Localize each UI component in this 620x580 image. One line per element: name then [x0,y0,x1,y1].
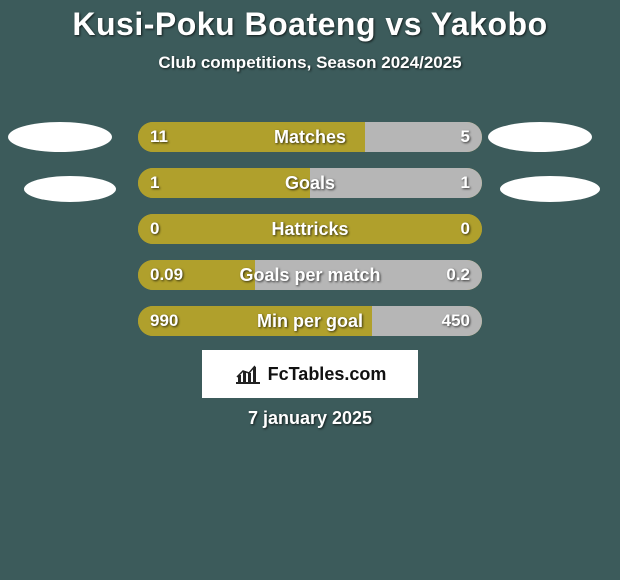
stat-rows: Matches115Goals11Hattricks00Goals per ma… [0,120,620,350]
stat-bar-left [138,306,372,336]
stat-bar-left [138,214,482,244]
stat-bar-left [138,168,310,198]
stat-bar-track [138,260,482,290]
decorative-ellipse [500,176,600,202]
page-subtitle: Club competitions, Season 2024/2025 [0,53,620,73]
date-text: 7 january 2025 [0,408,620,429]
stat-bar-track [138,168,482,198]
stat-row: Goals per match0.090.2 [0,258,620,304]
bar-chart-icon [234,363,262,385]
stat-bar-left [138,122,365,152]
stat-row: Hattricks00 [0,212,620,258]
stat-bar-right [255,260,482,290]
stat-bar-right [365,122,482,152]
brand-box: FcTables.com [202,350,418,398]
page-title: Kusi-Poku Boateng vs Yakobo [0,0,620,43]
stat-bar-right [372,306,482,336]
decorative-ellipse [24,176,116,202]
stat-row: Min per goal990450 [0,304,620,350]
stat-bar-right [310,168,482,198]
decorative-ellipse [8,122,112,152]
brand-text: FcTables.com [268,364,387,385]
decorative-ellipse [488,122,592,152]
stat-bar-left [138,260,255,290]
comparison-card: Kusi-Poku Boateng vs Yakobo Club competi… [0,0,620,580]
stat-bar-track [138,214,482,244]
stat-bar-track [138,122,482,152]
stat-bar-track [138,306,482,336]
